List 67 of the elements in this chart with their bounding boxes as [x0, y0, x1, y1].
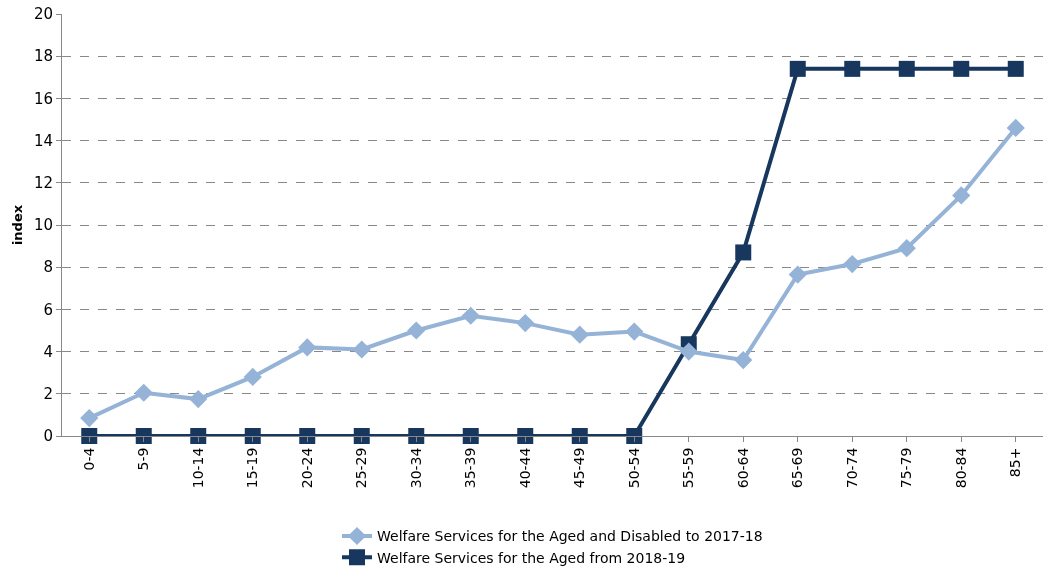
point — [244, 428, 261, 444]
x-tick-label: 5-9 — [135, 447, 152, 471]
legend-label: Welfare Services for the Aged from 2018-19 — [377, 549, 686, 566]
point — [298, 338, 317, 357]
y-tick-label: 16 — [33, 89, 53, 108]
point — [407, 321, 426, 340]
point — [953, 60, 970, 77]
y-tick-label: 20 — [33, 5, 53, 24]
x-tick-label: 75-79 — [898, 447, 915, 489]
x-tick-label: 20-24 — [298, 447, 315, 489]
x-tick-label: 10-14 — [189, 447, 206, 489]
point — [134, 383, 153, 402]
point — [898, 60, 915, 77]
y-tick-label: 0 — [43, 427, 53, 446]
point — [570, 325, 589, 344]
point — [408, 428, 425, 444]
point — [352, 340, 371, 359]
point — [80, 408, 99, 428]
point — [299, 428, 316, 444]
x-tick-label: 0-4 — [80, 447, 97, 471]
point — [789, 60, 806, 77]
x-tick-label: 60-64 — [734, 447, 751, 489]
point — [81, 428, 98, 444]
point — [462, 428, 479, 444]
point — [190, 428, 207, 444]
y-tick-label: 18 — [33, 47, 53, 66]
point — [1007, 60, 1024, 77]
x-tick-label: 40-44 — [516, 447, 533, 489]
x-tick-label: 15-19 — [244, 447, 261, 489]
point — [1006, 118, 1025, 138]
x-tick-label: 25-29 — [353, 447, 370, 489]
y-tick-label: 4 — [43, 342, 53, 361]
y-tick-label: 14 — [33, 131, 53, 150]
point — [517, 428, 534, 444]
point — [571, 428, 588, 444]
x-tick-label: 65-69 — [789, 447, 806, 489]
x-tick-label: 35-39 — [462, 447, 479, 489]
point — [461, 306, 480, 325]
point — [952, 186, 971, 205]
x-tick-label: 80-84 — [952, 447, 969, 489]
y-axis-title: index — [9, 204, 25, 246]
point — [353, 428, 370, 444]
point — [843, 254, 862, 274]
point — [135, 428, 152, 444]
point — [516, 314, 535, 333]
point — [734, 350, 753, 370]
x-tick-label: 70-74 — [843, 447, 860, 489]
point — [679, 342, 698, 361]
y-tick-label: 8 — [43, 258, 53, 277]
legend-label: Welfare Services for the Aged and Disabled to 2017-18 — [377, 528, 763, 545]
point — [735, 244, 752, 261]
point — [788, 265, 807, 284]
x-tick-label: 85+ — [1007, 447, 1024, 478]
point — [897, 239, 916, 258]
point — [189, 389, 208, 409]
point — [625, 322, 644, 341]
y-tick-label: 12 — [33, 174, 53, 193]
x-tick-label: 50-54 — [625, 447, 642, 489]
point — [243, 367, 262, 387]
x-tick-label: 30-34 — [407, 447, 424, 489]
point — [844, 60, 861, 77]
y-tick-label: 2 — [43, 385, 53, 404]
point — [626, 428, 643, 444]
x-tick-label: 45-49 — [571, 447, 588, 489]
y-tick-label: 10 — [33, 216, 53, 235]
x-tick-label: 55-59 — [680, 447, 697, 489]
y-tick-label: 6 — [43, 300, 53, 319]
